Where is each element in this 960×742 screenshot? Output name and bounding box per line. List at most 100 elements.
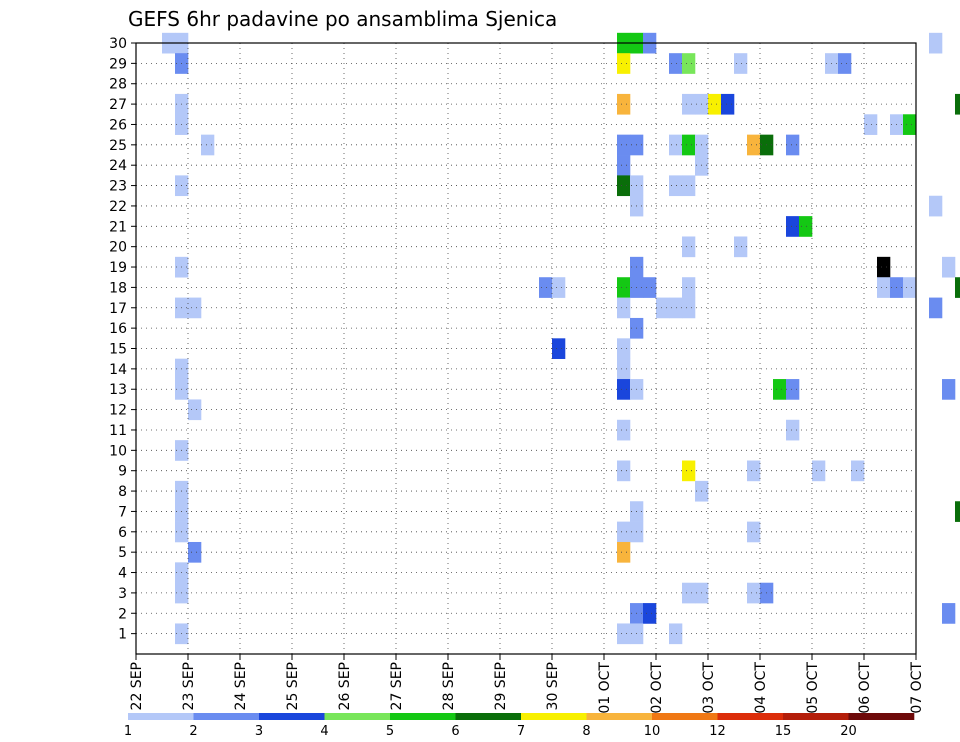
heat-cell (773, 379, 787, 400)
x-tick-label: 07 OCT (909, 662, 925, 714)
chart-title: GEFS 6hr padavine po ansamblima Sjenica (128, 7, 557, 31)
y-tick-label: 12 (109, 403, 127, 419)
heat-cell (617, 623, 631, 645)
legend-swatch (259, 713, 325, 720)
legend-label: 15 (775, 724, 792, 739)
y-tick-label: 21 (109, 219, 127, 235)
legend-label: 3 (255, 724, 263, 739)
y-tick-label: 28 (109, 77, 127, 93)
heat-cell (708, 93, 722, 115)
heat-cell (617, 358, 631, 380)
y-tick-label: 20 (109, 240, 127, 256)
x-tick-label: 04 OCT (753, 662, 769, 714)
x-tick-label: 05 OCT (805, 662, 821, 714)
legend-label: 6 (451, 724, 459, 739)
heat-cell (682, 297, 696, 319)
heat-cell (721, 93, 735, 115)
y-tick-label: 7 (118, 504, 127, 520)
heat-cell (617, 338, 631, 359)
x-tick-label: 06 OCT (857, 662, 873, 714)
heat-cell (682, 582, 696, 604)
heat-cell (669, 623, 683, 645)
heat-cell (682, 53, 696, 74)
heat-cell (942, 256, 956, 278)
heat-cell (747, 582, 761, 604)
heat-cell (786, 419, 800, 441)
y-tick-label: 14 (109, 362, 127, 378)
heat-cell (669, 175, 683, 197)
x-axis: 22 SEP 23 SEP 24 SEP 25 SEP 26 SEP 27 SEP 28 S… (129, 654, 925, 714)
heat-cell (188, 399, 202, 421)
legend-swatch (128, 713, 194, 720)
legend-label: 4 (320, 724, 328, 739)
y-tick-label: 5 (118, 545, 127, 561)
y-tick-label: 17 (109, 301, 127, 317)
heat-cell (617, 155, 631, 176)
heat-cell (617, 297, 631, 319)
heat-cell (188, 541, 202, 563)
heat-cell (929, 195, 943, 217)
legend-swatch (390, 713, 456, 720)
x-tick-label: 23 SEP (181, 662, 197, 710)
heat-cell (903, 114, 917, 135)
y-tick-label: 15 (109, 342, 127, 358)
heat-cell (617, 460, 631, 482)
x-tick-label: 02 OCT (649, 662, 665, 714)
heat-cell (955, 501, 960, 522)
x-tick-label: 29 SEP (493, 662, 509, 710)
legend-label: 5 (386, 724, 394, 739)
heat-cell (669, 297, 683, 319)
y-tick-label: 26 (109, 117, 127, 133)
y-tick-label: 1 (118, 627, 127, 643)
heat-cell (617, 521, 631, 543)
heat-cell (617, 53, 631, 74)
legend-swatch (783, 713, 849, 720)
heat-cell (552, 338, 566, 359)
color-legend: 1 2 3 4 5 6 7 8 10 12 15 20 (124, 713, 915, 739)
x-tick-label: 03 OCT (701, 662, 717, 714)
heat-cell (669, 53, 683, 74)
heat-cell (682, 460, 696, 482)
heat-cell (929, 32, 943, 54)
grid-lines (136, 43, 916, 654)
heat-cell (942, 603, 956, 624)
x-tick-label: 01 OCT (597, 662, 613, 714)
heat-cell (877, 277, 891, 298)
legend-label: 2 (189, 724, 197, 739)
y-tick-label: 6 (118, 525, 127, 541)
heat-cell (747, 460, 761, 482)
heat-cell (799, 216, 813, 237)
heat-cell (734, 53, 748, 74)
heat-cell (643, 603, 657, 624)
heat-cell (682, 93, 696, 115)
heat-cell (682, 175, 696, 197)
y-tick-label: 13 (109, 382, 127, 398)
x-tick-label: 22 SEP (129, 662, 145, 710)
x-tick-label: 28 SEP (441, 662, 457, 710)
heat-cell (656, 297, 670, 319)
heat-cell (643, 277, 657, 298)
y-tick-label: 16 (109, 321, 127, 337)
heat-cell (188, 297, 202, 319)
heat-cell (682, 236, 696, 258)
y-tick-label: 19 (109, 260, 127, 276)
x-tick-label: 24 SEP (233, 662, 249, 710)
legend-label: 7 (517, 724, 525, 739)
y-tick-label: 9 (118, 464, 127, 480)
legend-swatch (586, 713, 653, 720)
y-tick-label: 2 (118, 606, 127, 622)
heat-cell (786, 379, 800, 400)
y-tick-label: 24 (109, 158, 127, 174)
x-tick-label: 25 SEP (285, 662, 301, 710)
heat-cell (786, 134, 800, 156)
x-tick-label: 26 SEP (337, 662, 353, 710)
heat-cell (552, 277, 566, 298)
heat-cell (669, 134, 683, 156)
heat-cell (955, 277, 960, 298)
y-tick-label: 18 (109, 280, 127, 296)
heat-cell (851, 460, 865, 482)
heat-cell (786, 216, 800, 237)
heat-cell (682, 134, 696, 156)
heat-cell (617, 379, 631, 400)
y-tick-label: 27 (109, 97, 127, 113)
